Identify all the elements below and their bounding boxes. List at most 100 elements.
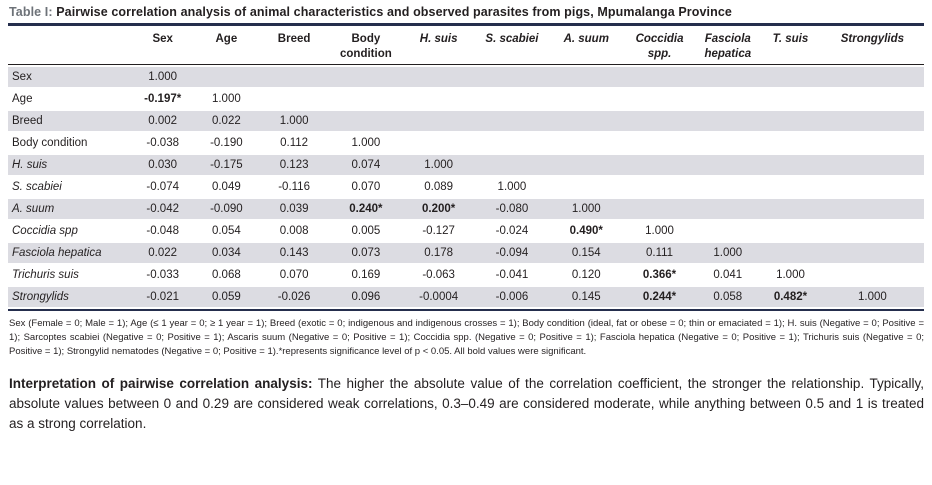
correlation-cell (475, 66, 549, 87)
correlation-cell (760, 88, 821, 109)
correlation-cell: 0.154 (548, 242, 624, 263)
correlation-cell: 1.000 (548, 198, 624, 219)
table-footnote: Sex (Female = 0; Male = 1); Age (≤ 1 yea… (9, 317, 924, 358)
table-caption-label: Table I: (9, 5, 53, 19)
correlation-cell: 0.111 (623, 242, 696, 263)
correlation-cell (548, 88, 624, 109)
correlation-cell (475, 132, 549, 153)
correlation-cell: 0.244* (623, 286, 696, 307)
correlation-cell: -0.048 (131, 220, 195, 241)
row-label: Body condition (8, 132, 132, 153)
correlation-cell: 0.200* (402, 198, 476, 219)
correlation-cell (820, 264, 924, 285)
correlation-cell: 1.000 (402, 154, 476, 175)
column-header: Strongylids (820, 28, 924, 65)
correlation-cell (402, 88, 476, 109)
table-caption: Table I: Pairwise correlation analysis o… (8, 3, 924, 23)
correlation-cell (623, 176, 696, 197)
correlation-cell: 1.000 (623, 220, 696, 241)
interpretation-text: The higher the absolute value of the cor… (9, 375, 924, 432)
correlation-table-wrap: Sex Age Breed Body condition H. suis S. scabi… (8, 23, 924, 311)
correlation-cell (820, 198, 924, 219)
correlation-cell: 0.123 (258, 154, 330, 175)
correlation-cell (760, 110, 821, 131)
correlation-cell: 0.145 (548, 286, 624, 307)
table-row: Trichuris suis -0.033 0.068 0.070 0.169 -0.06… (8, 264, 924, 285)
correlation-cell (820, 88, 924, 109)
correlation-cell: 0.070 (329, 176, 403, 197)
correlation-cell (820, 110, 924, 131)
column-header: Coccidia spp. (623, 28, 696, 65)
correlation-cell: 0.041 (695, 264, 761, 285)
correlation-cell: 1.000 (475, 176, 549, 197)
correlation-cell: -0.006 (475, 286, 549, 307)
column-header: Body condition (329, 28, 403, 65)
correlation-cell: 0.022 (194, 110, 259, 131)
correlation-cell (760, 66, 821, 87)
correlation-cell: 1.000 (131, 66, 195, 87)
row-label: H. suis (8, 154, 132, 175)
correlation-cell (623, 88, 696, 109)
correlation-cell (820, 176, 924, 197)
correlation-cell (760, 198, 821, 219)
correlation-cell (258, 88, 330, 109)
correlation-cell: -0.190 (194, 132, 259, 153)
correlation-cell (475, 110, 549, 131)
correlation-cell: 0.178 (402, 242, 476, 263)
header-row: Sex Age Breed Body condition H. suis S. scabi… (8, 28, 924, 65)
correlation-cell: 0.490* (548, 220, 624, 241)
correlation-cell (258, 66, 330, 87)
correlation-cell: -0.021 (131, 286, 195, 307)
correlation-cell: 0.482* (760, 286, 821, 307)
correlation-cell: 1.000 (258, 110, 330, 131)
correlation-cell: 1.000 (194, 88, 259, 109)
correlation-cell (820, 154, 924, 175)
correlation-cell: -0.197* (131, 88, 195, 109)
correlation-cell (760, 242, 821, 263)
correlation-cell: 0.039 (258, 198, 330, 219)
table-row: Sex 1.000 (8, 66, 924, 87)
correlation-cell (623, 198, 696, 219)
correlation-cell (548, 110, 624, 131)
correlation-cell (760, 154, 821, 175)
column-header: Sex (131, 28, 195, 65)
column-header: Breed (258, 28, 330, 65)
interpretation-paragraph: Interpretation of pairwise correlation a… (8, 374, 924, 435)
table-row: Fasciola hepatica 0.022 0.034 0.143 0.073 0.1… (8, 242, 924, 263)
correlation-cell (695, 88, 761, 109)
table-row: Coccidia spp -0.048 0.054 0.008 0.005 -0.127-… (8, 220, 924, 241)
correlation-cell (820, 66, 924, 87)
correlation-cell (695, 110, 761, 131)
row-label: Fasciola hepatica (8, 242, 132, 263)
table-row: H. suis 0.030 -0.175 0.123 0.074 1.000 (8, 154, 924, 175)
correlation-cell: 0.002 (131, 110, 195, 131)
correlation-cell: -0.038 (131, 132, 195, 153)
correlation-cell (695, 220, 761, 241)
correlation-cell: 0.058 (695, 286, 761, 307)
row-label: Breed (8, 110, 132, 131)
table-row: Age -0.197* 1.000 (8, 88, 924, 109)
correlation-cell: 0.096 (329, 286, 403, 307)
table-row: Body condition -0.038 -0.190 0.112 1.000 (8, 132, 924, 153)
correlation-cell (548, 154, 624, 175)
correlation-cell: -0.080 (475, 198, 549, 219)
row-label: Trichuris suis (8, 264, 132, 285)
row-label: A. suum (8, 198, 132, 219)
table-row: A. suum -0.042 -0.090 0.039 0.240* 0.200* -0.0… (8, 198, 924, 219)
correlation-table: Sex Age Breed Body condition H. suis S. scabi… (8, 26, 924, 309)
correlation-cell (760, 220, 821, 241)
column-header: S. scabiei (475, 28, 549, 65)
column-header: Age (194, 28, 259, 65)
correlation-cell: -0.033 (131, 264, 195, 285)
correlation-cell: 0.054 (194, 220, 259, 241)
correlation-cell: 0.034 (194, 242, 259, 263)
correlation-cell: 1.000 (820, 286, 924, 307)
correlation-cell: 1.000 (760, 264, 821, 285)
table-row: Strongylids -0.021 0.059 -0.026 0.096 -0.0004… (8, 286, 924, 307)
table-row: S. scabiei -0.074 0.049 -0.116 0.070 0.089 1.0… (8, 176, 924, 197)
correlation-cell: 0.120 (548, 264, 624, 285)
correlation-cell (548, 176, 624, 197)
correlation-cell: -0.0004 (402, 286, 476, 307)
correlation-cell (402, 110, 476, 131)
correlation-cell: 0.074 (329, 154, 403, 175)
